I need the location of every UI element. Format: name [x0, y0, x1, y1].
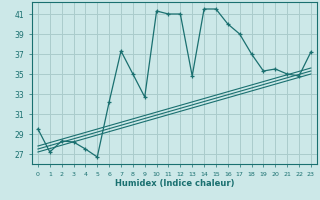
X-axis label: Humidex (Indice chaleur): Humidex (Indice chaleur): [115, 179, 234, 188]
